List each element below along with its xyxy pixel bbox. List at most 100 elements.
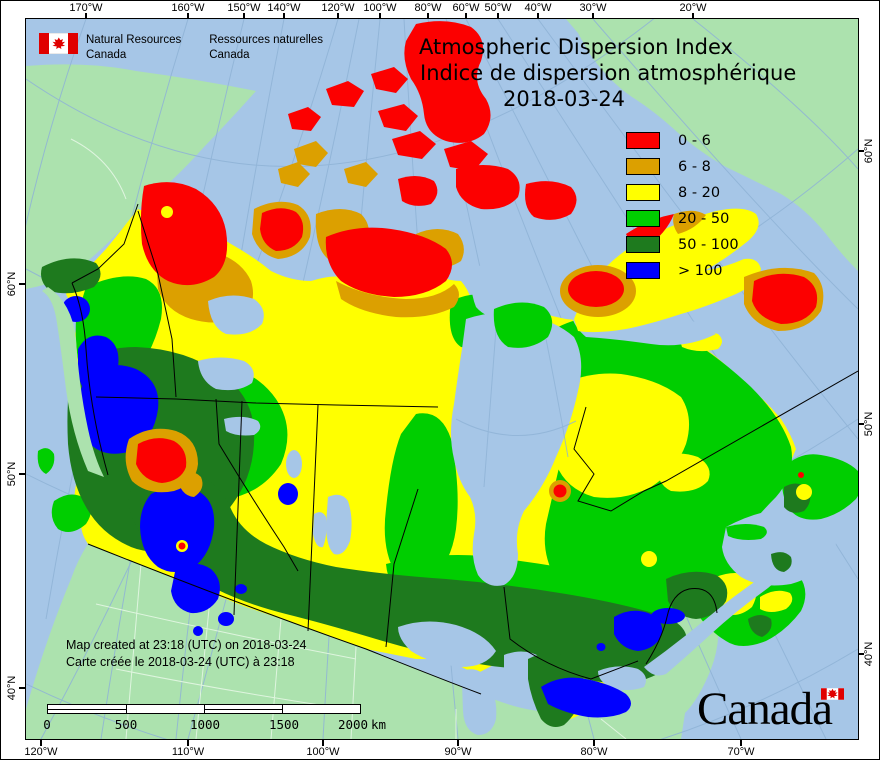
legend-item: 8 - 20 [626, 184, 739, 201]
axis-tick [85, 13, 87, 19]
canada-adi-map[interactable] [26, 19, 858, 739]
axis-tick [322, 740, 324, 746]
axis-label-longitude: 110°W [171, 746, 205, 758]
axis-tick [537, 13, 539, 19]
creation-timestamp: Map created at 23:18 (UTC) on 2018-03-24… [66, 637, 306, 671]
axis-tick [858, 150, 864, 152]
axis-tick [497, 13, 499, 19]
axis-label-longitude: 100°W [306, 746, 340, 758]
axis-label-latitude: 60°N [6, 271, 18, 297]
logo-en-line2: Canada [86, 49, 127, 61]
axis-tick [740, 740, 742, 746]
axis-tick [858, 653, 864, 655]
axis-label-longitude: 170°W [69, 2, 103, 14]
logo-en-line1: Natural Resources [86, 34, 182, 46]
legend-label: 20 - 50 [678, 210, 730, 227]
legend-label: 50 - 100 [678, 236, 739, 253]
scale-segment [204, 705, 282, 713]
logo-fr-line1: Ressources naturelles [209, 34, 324, 46]
axis-label-longitude: 140°W [267, 2, 301, 14]
axis-label-longitude: 100°W [363, 2, 397, 14]
map-title-fr: Indice de dispersion atmosphérique [420, 61, 797, 85]
logo-fr-line2: Canada [209, 49, 250, 61]
axis-label-longitude: 150°W [227, 2, 261, 14]
axis-tick [427, 13, 429, 19]
logo-text-en: Natural Resources Canada [86, 33, 181, 63]
legend-swatch-red [626, 132, 660, 149]
axis-label-longitude: 60°W [452, 2, 480, 14]
graticule-overlay [455, 328, 577, 488]
legend-swatch-yellow [626, 184, 660, 201]
hudson-bay [451, 312, 582, 586]
axis-tick [187, 740, 189, 746]
axis-tick [692, 13, 694, 19]
legend-item: 20 - 50 [626, 210, 739, 227]
logo-text-fr: Ressources naturelles Canada [209, 33, 323, 63]
canada-regions [37, 182, 806, 719]
axis-tick [593, 740, 595, 746]
legend-label: 8 - 20 [678, 184, 721, 201]
st-lawrence-river [644, 564, 786, 676]
axis-tick [187, 13, 189, 19]
legend-swatch-blue [626, 262, 660, 279]
axis-tick [337, 13, 339, 19]
axis-label-latitude: 50°N [6, 461, 18, 487]
axis-label-longitude: 80°W [580, 746, 608, 758]
canada-flag-icon [39, 33, 78, 54]
scale-label: 1000 [189, 717, 221, 732]
axis-tick [465, 13, 467, 19]
map-title-en: Atmospheric Dispersion Index [419, 35, 733, 59]
scale-label: 1500 [268, 717, 300, 732]
scale-segment [48, 705, 126, 713]
axis-label-longitude: 160°W [171, 2, 205, 14]
axis-tick [457, 740, 459, 746]
axis-label-latitude: 40°N [863, 641, 875, 667]
scale-bar [47, 704, 361, 714]
scale-label: 0 [43, 717, 51, 732]
axis-label-longitude: 20°W [679, 2, 707, 14]
axis-tick [379, 13, 381, 19]
scale-label: 500 [114, 717, 138, 732]
axis-tick [19, 687, 25, 689]
canada-wordmark: Canada [697, 683, 833, 735]
axis-label-longitude: 30°W [579, 2, 607, 14]
axis-tick [19, 473, 25, 475]
axis-label-longitude: 40°W [524, 2, 552, 14]
axis-tick [858, 423, 864, 425]
creation-timestamp-fr: Carte créée le 2018-03-24 (UTC) à 23:18 [66, 655, 295, 669]
scale-label: 2000 [337, 717, 369, 732]
political-borders [71, 203, 858, 695]
axis-tick [243, 13, 245, 19]
map-title-date: 2018-03-24 [503, 87, 626, 111]
scale-unit: km [371, 717, 387, 732]
legend: 0 - 6 6 - 8 8 - 20 20 - 50 50 - 100 > 10… [626, 132, 739, 288]
nrcan-logo: Natural Resources Canada Ressources natu… [39, 33, 323, 63]
scale-segment [126, 705, 204, 713]
axis-tick [40, 740, 42, 746]
axis-label-latitude: 50°N [863, 411, 875, 437]
axis-tick [19, 283, 25, 285]
axis-label-longitude: 120°W [321, 2, 355, 14]
legend-item: 0 - 6 [626, 132, 739, 149]
lake-superior [398, 621, 496, 667]
axis-label-longitude: 50°W [484, 2, 512, 14]
axis-label-longitude: 70°W [727, 746, 755, 758]
scale-segment [282, 705, 360, 713]
creation-timestamp-en: Map created at 23:18 (UTC) on 2018-03-24 [66, 638, 307, 652]
axis-label-longitude: 120°W [24, 746, 58, 758]
legend-item: > 100 [626, 262, 739, 279]
map-frame [25, 18, 859, 740]
axis-tick [283, 13, 285, 19]
legend-swatch-orange [626, 158, 660, 175]
legend-label: > 100 [678, 262, 723, 279]
axis-label-latitude: 60°N [863, 138, 875, 164]
axis-label-longitude: 80°W [414, 2, 442, 14]
axis-label-latitude: 40°N [6, 675, 18, 701]
legend-item: 50 - 100 [626, 236, 739, 253]
legend-label: 0 - 6 [678, 132, 711, 149]
axis-tick [592, 13, 594, 19]
wordmark-flag-icon [821, 688, 844, 700]
legend-item: 6 - 8 [626, 158, 739, 175]
legend-swatch-green [626, 210, 660, 227]
